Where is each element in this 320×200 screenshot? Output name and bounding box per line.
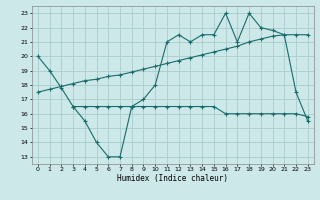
X-axis label: Humidex (Indice chaleur): Humidex (Indice chaleur): [117, 174, 228, 183]
